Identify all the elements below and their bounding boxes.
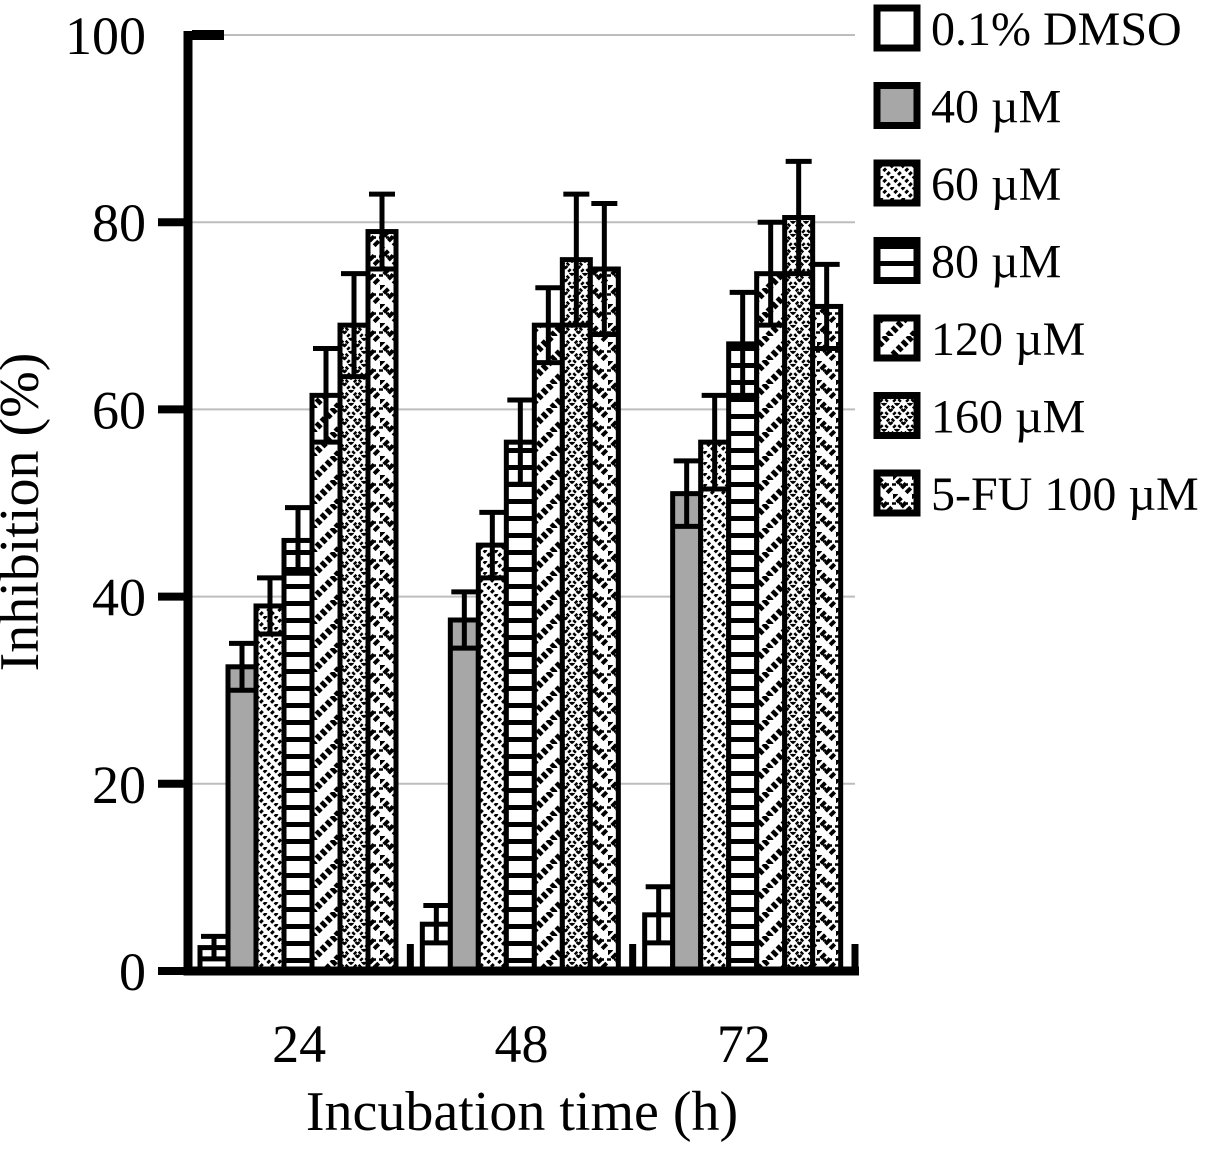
y-tick-label-80: 80 [92, 193, 146, 253]
legend-label: 120 µM [931, 313, 1085, 366]
legend-item-0.1%-DMSO: 0.1% DMSO [873, 3, 1182, 56]
legend: 0.1% DMSO 40 µM 60 µM 80 µM 120 µM 160 µM 5-FU… [873, 3, 1199, 521]
error-bar-24h-5-FU-100-µM [369, 191, 395, 272]
bar-48h-160-µM [559, 257, 593, 974]
legend-label: 60 µM [931, 158, 1061, 211]
y-tick-label-0: 0 [119, 942, 146, 1002]
bar-48h-80-µM [503, 439, 537, 974]
error-bar-24h-120-µM [313, 346, 339, 445]
bar-24h-60-µM [253, 603, 287, 974]
error-bar-72h-5-FU-100-µM [813, 261, 840, 352]
bar-48h-60-µM [475, 542, 509, 974]
bar-24h-160-µM [337, 322, 371, 974]
y-tick-label-20: 20 [92, 755, 146, 815]
error-bar-72h-60-µM [701, 392, 728, 492]
legend-label: 40 µM [931, 81, 1061, 134]
legend-swatch-thin-diagonal [873, 159, 921, 207]
error-bar-48h-40-µM [451, 589, 478, 651]
legend-swatch-wide-diagonal-down [873, 469, 921, 517]
legend-item-120-µM: 120 µM [873, 313, 1085, 366]
x-axis-title: Incubation time (h) [306, 1081, 738, 1143]
bar-24h-120-µM [309, 392, 343, 974]
bar-72h-160-µM [782, 215, 816, 974]
error-bar-48h-160-µM [563, 191, 590, 328]
x-tick-label-72: 72 [717, 1014, 771, 1074]
legend-swatch-wide-diagonal-up [873, 314, 921, 362]
error-bar-72h-40-µM [673, 458, 700, 529]
error-bar-72h-0.1%-DMSO [645, 884, 672, 946]
y-tick-label-40: 40 [92, 568, 146, 628]
x-tick-labels: 24 48 72 [272, 1014, 771, 1074]
bar-48h-40-µM [447, 617, 481, 974]
error-bar-24h-160-µM [341, 271, 367, 380]
bar-48h-120-µM [531, 322, 565, 974]
x-tick-label-48: 48 [495, 1014, 549, 1074]
error-bar-24h-60-µM [257, 575, 283, 637]
error-bar-24h-0.1%-DMSO [201, 933, 227, 962]
error-bars [201, 158, 840, 962]
error-bar-48h-80-µM [507, 397, 534, 487]
bar-72h-40-µM [670, 491, 704, 974]
bar-48h-5-FU-100-µM [587, 266, 621, 974]
error-bar-48h-60-µM [479, 509, 506, 581]
bar-24h-80-µM [281, 537, 315, 974]
bar-24h-40-µM [225, 664, 259, 974]
legend-swatch-horizontal-lines [873, 237, 921, 284]
error-bar-72h-120-µM [757, 219, 784, 328]
bar-24h-5-FU-100-µM [365, 229, 399, 974]
legend-label: 0.1% DMSO [931, 3, 1182, 56]
y-tick-label-60: 60 [92, 380, 146, 440]
bar-72h-120-µM [754, 271, 788, 974]
bar-72h-80-µM [726, 341, 760, 974]
legend-item-5-FU-100-µM: 5-FU 100 µM [873, 468, 1199, 521]
bar-72h-60-µM [698, 439, 732, 974]
y-tick-label-100: 100 [65, 6, 146, 66]
y-axis-title: Inhibition (%) [0, 353, 51, 672]
error-bar-72h-160-µM [785, 158, 812, 277]
error-bar-24h-40-µM [229, 640, 255, 693]
error-bar-48h-5-FU-100-µM [591, 200, 618, 338]
legend-item-40-µM: 40 µM [873, 81, 1061, 134]
x-tick-label-24: 24 [272, 1014, 326, 1074]
axes [158, 30, 859, 976]
legend-swatch-solid-gray [873, 82, 921, 129]
error-bar-48h-120-µM [535, 285, 562, 366]
legend-item-60-µM: 60 µM [873, 158, 1061, 211]
legend-label: 80 µM [931, 236, 1061, 289]
y-tick-labels: 0 20 40 60 80 100 [65, 6, 146, 1002]
legend-swatch-open [873, 4, 921, 52]
error-bar-72h-80-µM [729, 289, 756, 398]
legend-label: 160 µM [931, 391, 1085, 444]
bar-72h-5-FU-100-µM [810, 303, 844, 974]
error-bar-24h-80-µM [285, 505, 311, 576]
error-bar-48h-0.1%-DMSO [423, 902, 450, 946]
legend-item-160-µM: 160 µM [873, 391, 1085, 444]
legend-swatch-diamond-crosshatch [873, 392, 921, 439]
legend-label: 5-FU 100 µM [931, 468, 1199, 521]
legend-item-80-µM: 80 µM [873, 236, 1061, 289]
